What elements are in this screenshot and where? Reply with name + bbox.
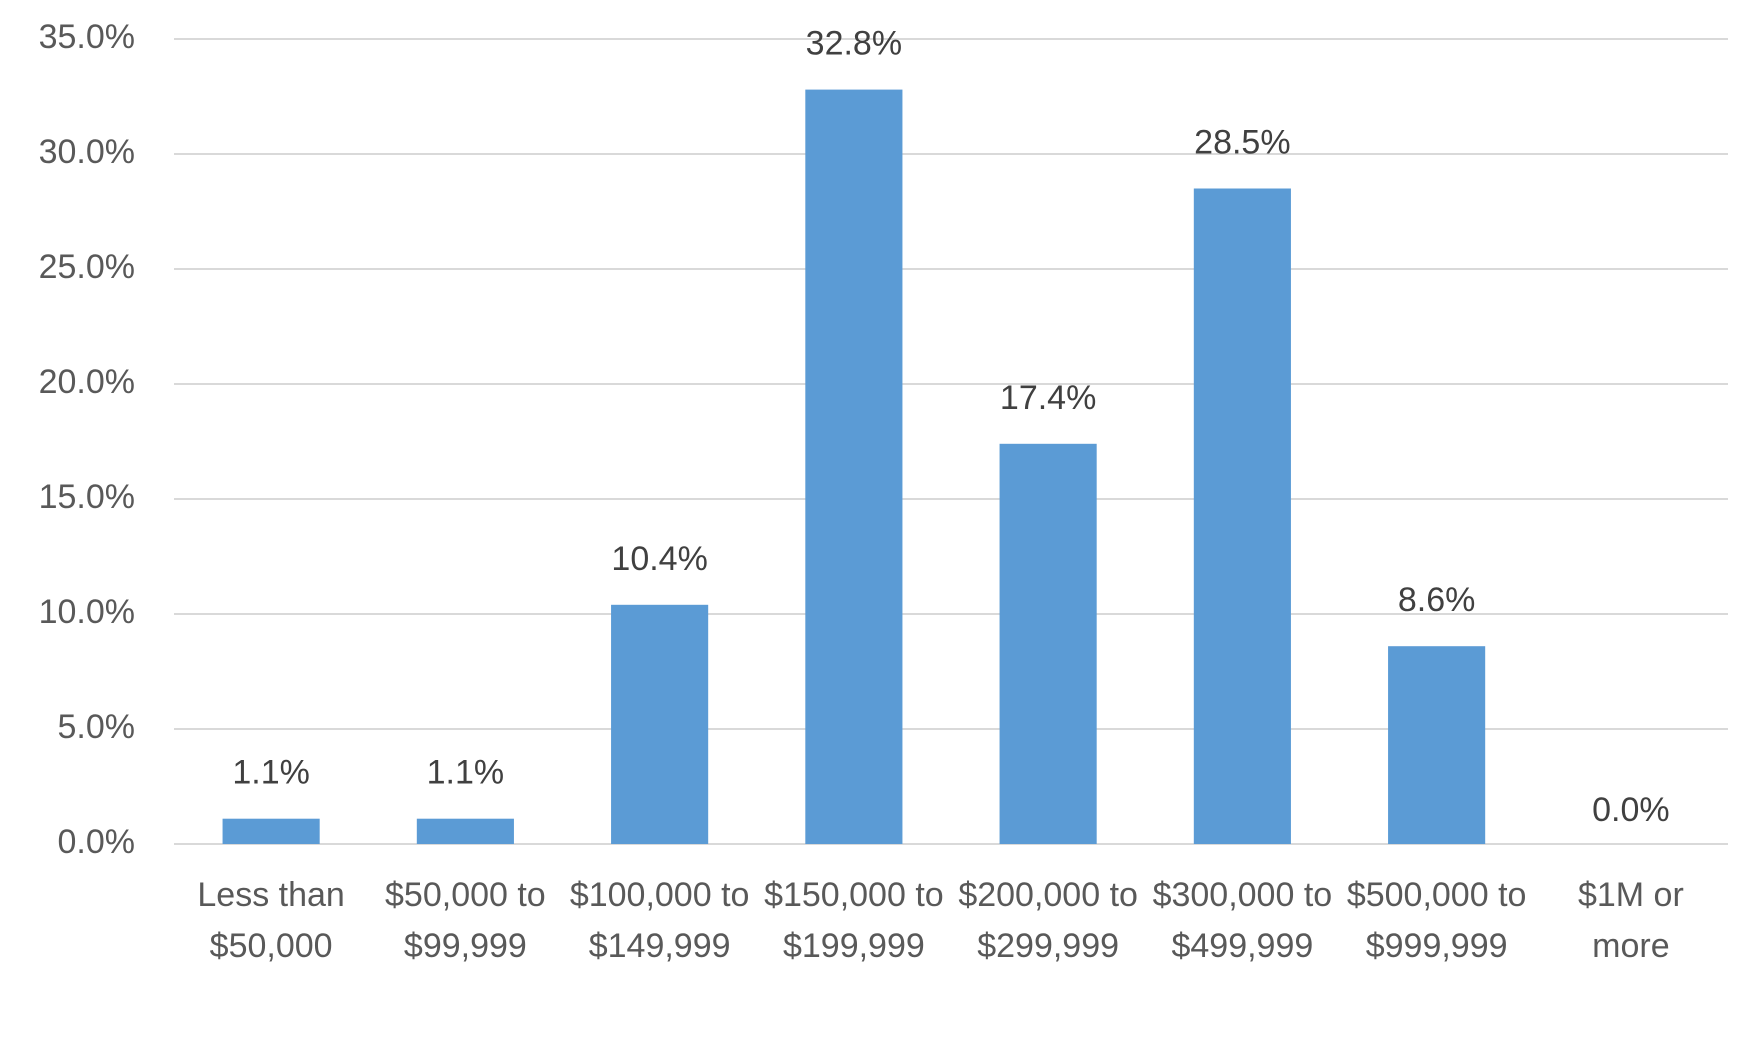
data-label: 28.5%	[1194, 123, 1290, 161]
y-tick-label: 25.0%	[39, 248, 135, 286]
bar	[1193, 188, 1291, 844]
data-label: 32.8%	[806, 25, 902, 63]
x-tick-label: $500,000 to $999,999	[1347, 876, 1527, 965]
bar	[1388, 646, 1486, 844]
x-tick-label: $300,000 to $499,999	[1153, 876, 1333, 965]
bar	[805, 89, 903, 845]
x-tick-label: $50,000 to $99,999	[385, 876, 546, 965]
y-tick-label: 10.0%	[39, 593, 135, 631]
y-tick-label: 35.0%	[39, 18, 135, 56]
x-tick-label: Less than $50,000	[197, 876, 344, 965]
x-tick-label: $100,000 to $149,999	[570, 876, 750, 965]
y-tick-label: 15.0%	[39, 478, 135, 516]
y-tick-label: 0.0%	[58, 823, 136, 861]
bar	[416, 818, 514, 844]
x-tick-label: $1M or more	[1578, 876, 1684, 965]
x-tick-label: $200,000 to $299,999	[958, 876, 1138, 965]
data-label: 1.1%	[232, 754, 310, 792]
bar	[222, 818, 320, 844]
bar	[999, 443, 1097, 844]
data-label: 17.4%	[1000, 379, 1096, 417]
data-label: 10.4%	[611, 540, 707, 578]
data-label: 0.0%	[1592, 791, 1670, 829]
bar	[611, 604, 709, 844]
y-tick-label: 20.0%	[39, 363, 135, 401]
y-tick-label: 5.0%	[58, 708, 136, 746]
x-tick-label: $150,000 to $199,999	[764, 876, 944, 965]
data-label: 1.1%	[427, 754, 505, 792]
data-label: 8.6%	[1398, 581, 1476, 619]
y-tick-label: 30.0%	[39, 133, 135, 171]
